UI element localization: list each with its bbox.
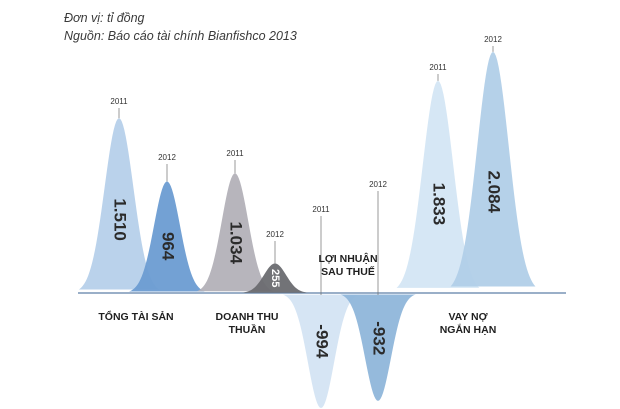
year-label-1-2011: 2011 [226,149,244,158]
source-note: Nguồn: Báo cáo tài chính Bianfishco 2013 [64,29,297,43]
value-label-0-2012: 964 [159,232,178,261]
year-label-3-2011: 2011 [429,63,447,72]
value-label-0-2011: 1.510 [111,198,130,241]
value-label-1-2011: 1.034 [227,221,246,264]
category-label-2-0: LỢI NHUẬN [318,252,377,265]
bell-0-2012 [129,181,205,292]
year-label-2-2011: 2011 [312,205,330,214]
unit-note: Đơn vị: tỉ đồng [64,11,145,25]
bell-1-2012 [239,263,311,293]
year-label-3-2012: 2012 [484,35,502,44]
bell-3-2011 [396,80,480,288]
category-label-2-1: SAU THUẾ [321,265,375,278]
value-label-1-2012: 255 [269,269,281,287]
year-label-2-2012: 2012 [369,180,387,189]
bell-0-2011 [78,118,160,290]
bell-1-2011 [196,173,274,292]
bell-3-2012 [450,51,536,287]
value-label-3-2012: 2.084 [485,170,504,213]
value-label-3-2011: 1.833 [430,183,449,226]
value-label-2-2011: -994 [313,324,332,359]
value-label-2-2012: -932 [370,321,389,355]
year-label-0-2011: 2011 [110,97,128,106]
year-label-0-2012: 2012 [158,153,176,162]
category-label-3-1: NGẮN HẠN [440,323,497,336]
year-label-1-2012: 2012 [266,230,284,239]
bell-2-2011 [282,294,360,409]
category-label-0-0: TỔNG TÀI SẢN [98,310,173,323]
category-label-1-0: DOANH THU [216,311,279,323]
category-label-1-1: THUẦN [229,323,266,336]
bell-2-2012 [340,294,416,401]
category-label-3-0: VAY NỢ [448,311,487,323]
